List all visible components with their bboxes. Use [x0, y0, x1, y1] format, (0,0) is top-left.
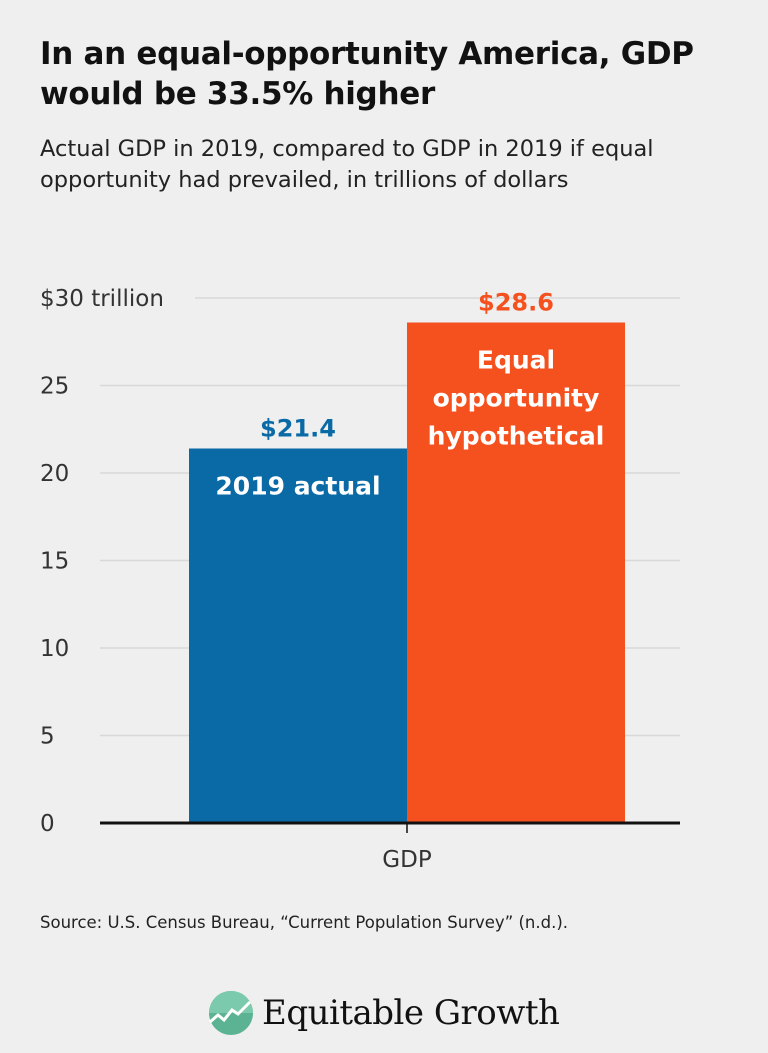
bar-inside-label: 2019 actual: [215, 472, 380, 501]
y-tick-label: 10: [40, 636, 69, 662]
growth-chart-icon: [209, 991, 253, 1035]
chart-subtitle: Actual GDP in 2019, compared to GDP in 2…: [40, 136, 654, 193]
source-note: Source: U.S. Census Bureau, “Current Pop…: [40, 913, 569, 932]
logo-text: Equitable Growth: [262, 993, 560, 1033]
equitable-growth-logo: Equitable Growth: [208, 990, 560, 1036]
bar-actual: [189, 448, 407, 823]
y-tick-label: 0: [40, 811, 55, 837]
y-tick-label: 25: [40, 374, 69, 400]
bar-chart: 0 5 10 15 20 25 $30 trillion $21.4 2019 actual $2…: [40, 286, 680, 873]
y-tick-label: 15: [40, 549, 69, 575]
y-tick-label: 5: [40, 724, 55, 750]
data-label: $21.4: [260, 415, 336, 443]
x-category-label: GDP: [382, 847, 432, 873]
y-tick-label: 20: [40, 461, 69, 487]
bar-hypothetical: [407, 322, 625, 823]
bar-inside-label: Equal: [477, 346, 555, 375]
chart-title: In an equal-opportunity America, GDP wou…: [40, 36, 694, 112]
bar-inside-label: hypothetical: [428, 422, 605, 451]
data-label: $28.6: [478, 289, 554, 317]
bar-inside-label: opportunity: [433, 384, 600, 413]
y-tick-label: $30 trillion: [40, 286, 164, 312]
